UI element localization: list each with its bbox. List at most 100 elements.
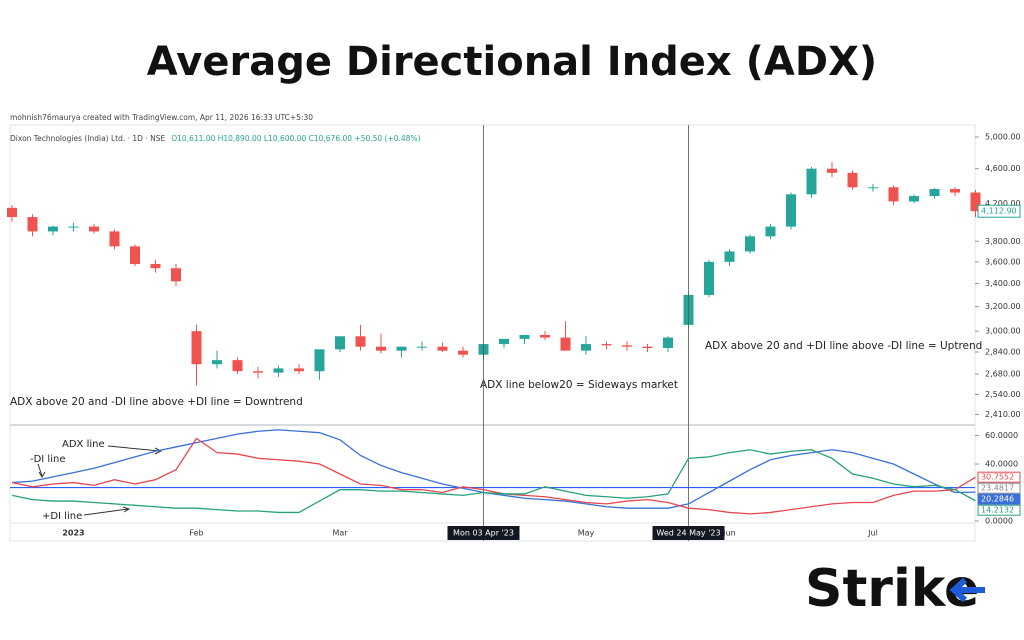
- value-badge-label: 14.2132: [981, 506, 1014, 515]
- candle-body: [601, 344, 612, 346]
- candle-body: [642, 346, 653, 349]
- candle-body: [7, 207, 17, 218]
- candle-body: [89, 226, 99, 232]
- candle-body: [294, 368, 304, 372]
- candle-body: [888, 187, 899, 202]
- candle-body: [458, 350, 468, 355]
- plot-frame: [9, 124, 976, 542]
- value-badge: [977, 482, 1021, 494]
- candle-body: [171, 268, 181, 282]
- y-tick-label: 5,000.00: [985, 132, 1021, 141]
- x-tick-label: 2023: [62, 529, 84, 538]
- candle-body: [191, 331, 202, 365]
- y-tick-label: 0.0000: [985, 517, 1013, 526]
- candle-body: [519, 334, 530, 339]
- x-tick-label: Mar: [332, 529, 348, 538]
- indicator-line: [11, 437, 976, 515]
- x-tick-label: Jul: [867, 529, 878, 538]
- candle-body: [540, 334, 550, 338]
- candle-body: [970, 192, 981, 212]
- symbol: Dixon Technologies (India) Ltd. · 1D · N…: [10, 134, 165, 143]
- annotation: ADX above 20 and -DI line above +DI line…: [10, 396, 303, 408]
- candle-body: [786, 194, 796, 227]
- credit: mohnish76maurya created with TradingView…: [10, 113, 313, 122]
- candle-body: [950, 189, 960, 193]
- candle-body: [48, 226, 58, 232]
- y-tick-label: 2,840.00: [985, 348, 1021, 357]
- candle-body: [417, 346, 427, 348]
- candle-body: [560, 337, 571, 351]
- y-tick-label: 2,680.00: [985, 370, 1021, 379]
- value-badge-label: 20.2846: [981, 495, 1014, 504]
- candle-body: [704, 261, 714, 295]
- series-annotation: +DI line: [42, 511, 82, 522]
- candle-body: [212, 360, 222, 365]
- value-badge: [977, 471, 1021, 483]
- candle-body: [376, 346, 386, 351]
- candle-body: [806, 168, 817, 195]
- candle-body: [437, 346, 448, 351]
- candle-body: [27, 217, 38, 232]
- candle-body: [724, 251, 735, 262]
- brand-arrow: [949, 577, 985, 603]
- y-tick-label: 3,200.00: [985, 302, 1021, 311]
- candle-body: [355, 336, 366, 347]
- arrow: [37, 463, 46, 478]
- arrow: [107, 445, 163, 455]
- annotation: ADX above 20 and +DI line above -DI line…: [705, 340, 982, 352]
- candle-body: [335, 336, 345, 350]
- indicator-line: [11, 449, 976, 514]
- y-tick-label: 4,600.00: [985, 164, 1021, 173]
- value-badge: [977, 493, 1021, 505]
- crosshair-label-bg: [447, 526, 520, 540]
- candle-body: [232, 360, 243, 372]
- value-badge-label: 23.4817: [981, 484, 1014, 493]
- candle-body: [868, 187, 878, 189]
- candle-body: [314, 349, 325, 372]
- y-tick-label: 40.0000: [985, 460, 1018, 469]
- brand: Strike: [805, 559, 979, 619]
- candle-body: [909, 196, 919, 202]
- x-tick-label: Jun: [722, 529, 736, 538]
- series-annotation: ADX line: [62, 439, 105, 450]
- series-annotation: -DI line: [30, 454, 65, 465]
- candle-body: [253, 371, 263, 373]
- candle-body: [745, 236, 755, 252]
- y-tick-label: 2,410.00: [985, 410, 1021, 419]
- candle-body: [68, 226, 79, 228]
- candle-body: [581, 344, 591, 351]
- annotation: ADX line below20 = Sideways market: [480, 379, 678, 391]
- crosshair-label-bg: [652, 526, 725, 540]
- x-tick-label: May: [578, 529, 595, 538]
- y-tick-label: 60.0000: [985, 431, 1018, 440]
- y-tick-label: 2,540.00: [985, 390, 1021, 399]
- arrow: [83, 506, 131, 516]
- candle-body: [396, 346, 407, 351]
- annotation-arrows: [37, 445, 163, 516]
- candle-body: [765, 226, 776, 237]
- x-tick-label: Mon 03 Apr '23: [453, 529, 514, 538]
- candle-body: [827, 168, 837, 173]
- candle-body: [929, 189, 940, 197]
- candle-body: [109, 231, 120, 247]
- last-price-label: 4,112.90: [981, 207, 1017, 216]
- candle-body: [150, 263, 161, 269]
- y-tick-label: 4,200.00: [985, 199, 1021, 208]
- y-tick-label: 3,400.00: [985, 279, 1021, 288]
- y-tick-label: 3,000.00: [985, 327, 1021, 336]
- candle-body: [847, 172, 858, 188]
- y-tick-label: 3,800.00: [985, 237, 1021, 246]
- last-price-box: [977, 204, 1021, 218]
- symbol-line: Dixon Technologies (India) Ltd. · 1D · N…: [10, 134, 421, 143]
- y-tick-label: 3,600.00: [985, 257, 1021, 266]
- candle-body: [273, 368, 284, 373]
- candle-body: [130, 246, 140, 264]
- indicator-line: [11, 429, 976, 509]
- value-badge-label: 30.7552: [981, 473, 1014, 482]
- chart-title: Average Directional Index (ADX): [147, 39, 877, 85]
- candle-body: [499, 338, 509, 345]
- value-badge: [977, 504, 1021, 516]
- ohlc-summary: O10,611.00 H10,890.00 L10,600.00 C10,676…: [171, 134, 420, 143]
